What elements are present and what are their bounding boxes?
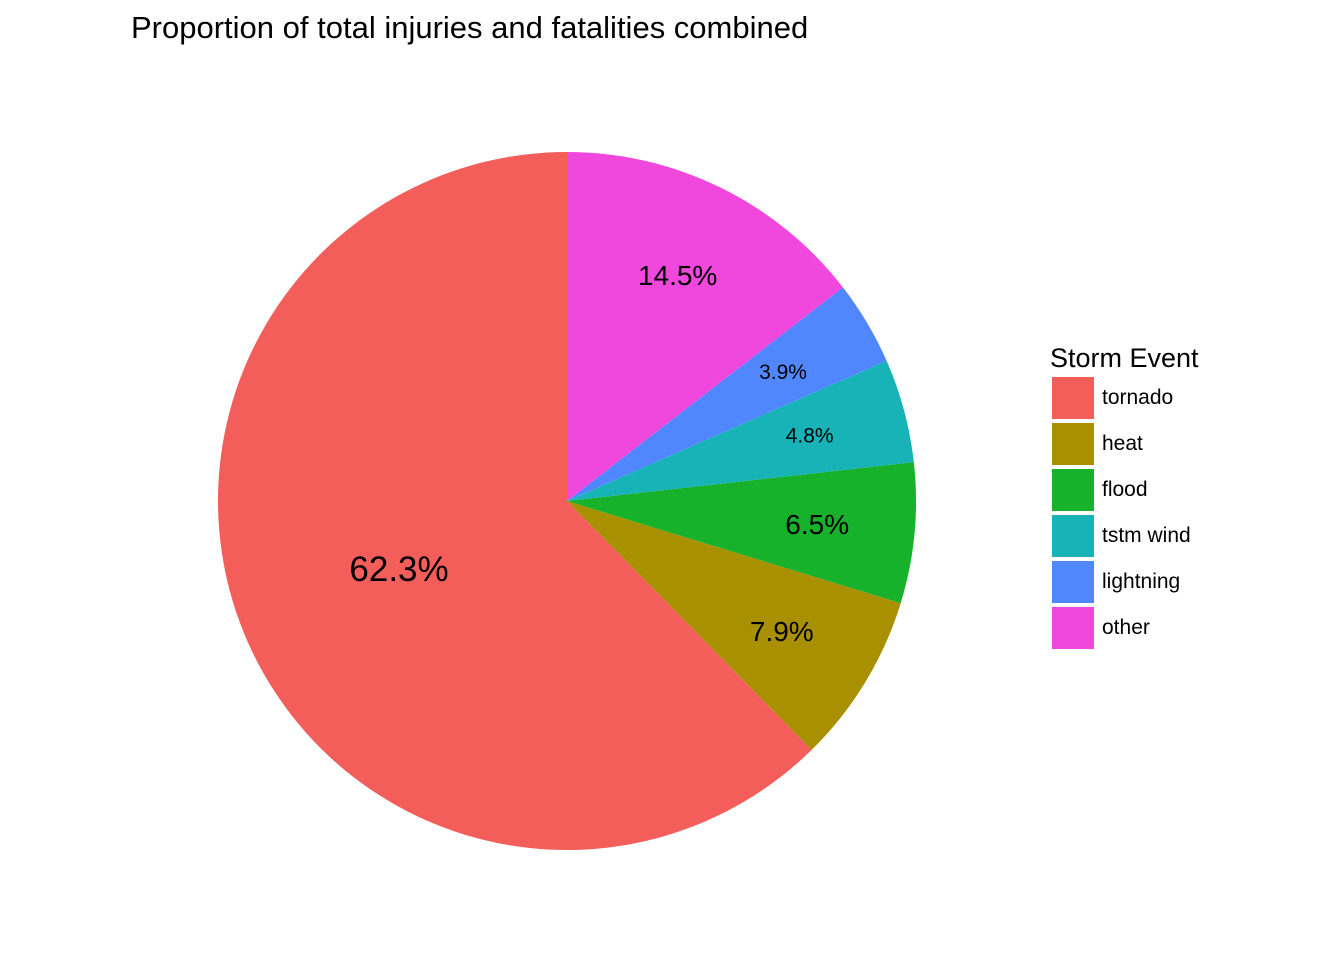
legend-title: Storm Event [1050, 343, 1199, 373]
legend-swatch [1052, 515, 1094, 557]
legend-item-flood: flood [1050, 468, 1199, 514]
legend-swatch [1052, 469, 1094, 511]
legend-item-tstm-wind: tstm wind [1050, 514, 1199, 560]
pie-slice-other [567, 152, 843, 501]
pie-label-heat: 7.9% [750, 616, 814, 647]
legend-label: heat [1102, 432, 1143, 455]
legend-item-tornado: tornado [1050, 376, 1199, 422]
legend-label: other [1102, 616, 1150, 639]
legend-swatch [1052, 607, 1094, 649]
chart-title: Proportion of total injuries and fatalit… [131, 10, 809, 45]
legend-item-heat: heat [1050, 422, 1199, 468]
legend-items: tornado heat flood tstm wind lightning other [1050, 376, 1199, 652]
pie-slice-tstm-wind [567, 360, 914, 501]
legend: Storm Event tornado heat flood tstm wind lig… [1050, 340, 1199, 652]
pie-label-other: 14.5% [638, 260, 717, 291]
pie-label-tornado: 62.3% [349, 550, 448, 589]
legend-swatch [1052, 377, 1094, 419]
legend-label: tstm wind [1102, 524, 1191, 547]
pie-slice-lightning [567, 287, 887, 501]
pie-label-flood: 6.5% [785, 509, 849, 540]
legend-label: tornado [1102, 386, 1174, 409]
legend-swatch [1052, 561, 1094, 603]
legend-item-lightning: lightning [1050, 560, 1199, 606]
pie-slice-heat [567, 501, 901, 750]
pie-label-tstm-wind: 4.8% [786, 424, 834, 447]
legend-item-other: other [1050, 606, 1199, 652]
legend-label: lightning [1102, 570, 1181, 593]
pie-slice-flood [567, 462, 916, 604]
legend-label: flood [1102, 478, 1148, 501]
pie-slice-tornado [218, 152, 812, 850]
legend-swatch [1052, 423, 1094, 465]
pie-label-lightning: 3.9% [759, 361, 807, 384]
